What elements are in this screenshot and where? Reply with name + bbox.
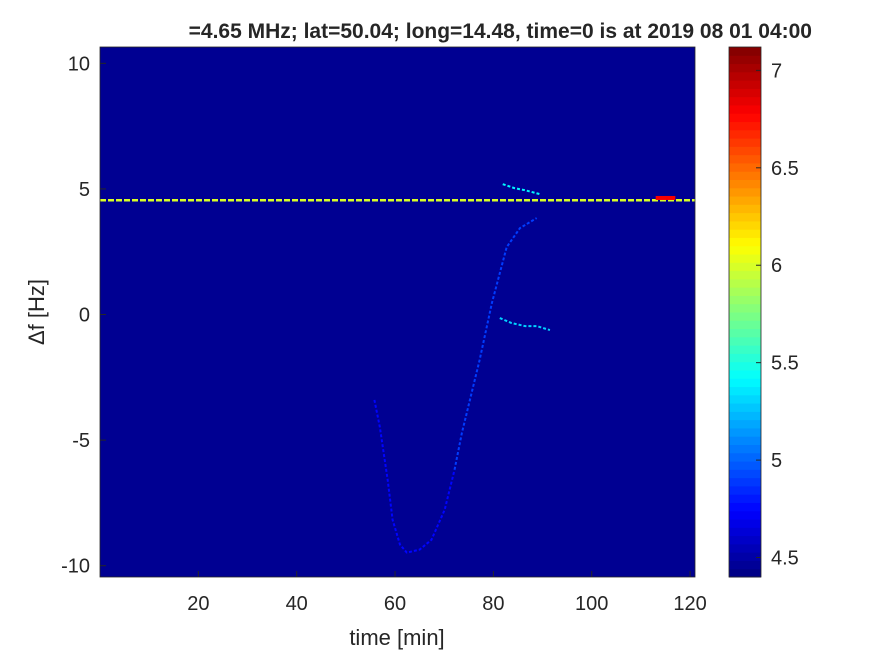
colorbar-swatch — [729, 560, 761, 570]
x-tick-label: 20 — [187, 593, 209, 615]
colorbar-swatch — [729, 154, 761, 164]
y-tick-label: -5 — [72, 430, 90, 452]
colorbar-swatch — [729, 270, 761, 280]
colorbar-swatch — [729, 71, 761, 81]
colorbar-swatch — [729, 386, 761, 396]
colorbar-swatch — [729, 113, 761, 123]
colorbar-tick-label: 6 — [771, 255, 782, 277]
doppler-trace-2 — [502, 183, 541, 196]
colorbar-swatch — [729, 345, 761, 354]
colorbar-swatch — [729, 312, 761, 321]
colorbar-swatch — [729, 121, 761, 131]
colorbar-swatch — [729, 543, 761, 553]
colorbar-swatch — [729, 287, 761, 296]
colorbar-swatch — [729, 502, 761, 512]
colorbar-tick-label: 5 — [771, 450, 782, 472]
colorbar-swatch — [729, 361, 761, 371]
colorbar-tick-label: 5.5 — [771, 353, 799, 375]
x-tick-label: 80 — [482, 593, 504, 615]
colorbar-swatch — [729, 204, 761, 214]
colorbar-swatch — [729, 237, 761, 247]
colorbar-swatch — [729, 411, 761, 421]
colorbar-tick-label: 6.5 — [771, 158, 799, 180]
colorbar-swatch — [729, 187, 761, 197]
colorbar-swatch — [729, 552, 761, 561]
colorbar-swatch — [729, 394, 761, 404]
colorbar-swatch — [729, 55, 761, 65]
doppler-trace-5 — [373, 399, 456, 554]
colorbar-swatch — [729, 378, 761, 388]
x-tick-label: 120 — [673, 593, 706, 615]
colorbar-swatch — [729, 403, 761, 412]
y-axis: -10 -5 0 5 10 — [61, 53, 106, 578]
colorbar-swatch — [729, 510, 761, 520]
colorbar-swatch — [729, 568, 761, 578]
colorbar: 4.5 5 5.5 6 6.5 7 — [728, 46, 799, 578]
colorbar-swatch — [729, 494, 761, 503]
colorbar-swatch — [729, 527, 761, 537]
x-tick-label: 60 — [384, 593, 406, 615]
colorbar-swatch — [729, 254, 761, 263]
colorbar-swatch — [729, 262, 761, 272]
colorbar-swatch — [729, 63, 761, 73]
colorbar-swatch — [729, 171, 761, 180]
colorbar-swatch — [729, 278, 761, 288]
colorbar-swatch — [729, 162, 761, 172]
colorbar-swatch — [729, 452, 761, 462]
colorbar-swatch — [729, 295, 761, 305]
colorbar-swatch — [729, 444, 761, 454]
colorbar-swatch — [729, 179, 761, 189]
heatmap-background — [100, 47, 695, 577]
colorbar-swatch — [729, 519, 761, 528]
colorbar-swatch — [729, 88, 761, 98]
doppler-trace-4 — [453, 217, 538, 470]
colorbar-swatch — [729, 129, 761, 139]
x-axis-label: time [min] — [349, 625, 444, 650]
colorbar-border — [728, 46, 762, 578]
chart-title: =4.65 MHz; lat=50.04; long=14.48, time=0… — [189, 20, 812, 43]
x-tick-label: 40 — [286, 593, 308, 615]
colorbar-swatch — [729, 138, 761, 147]
y-tick-label: 0 — [79, 305, 90, 327]
colorbar-swatch — [729, 96, 761, 106]
colorbar-swatch — [729, 47, 761, 56]
colorbar-swatch — [729, 461, 761, 470]
colorbar-swatch — [729, 427, 761, 437]
colorbar-swatch — [729, 477, 761, 487]
colorbar-swatch — [729, 303, 761, 313]
colorbar-swatch — [729, 229, 761, 238]
y-tick-label: 5 — [79, 179, 90, 201]
colorbar-swatch — [729, 146, 761, 156]
colorbar-swatch — [729, 535, 761, 545]
signal-blob — [655, 195, 676, 200]
colorbar-swatch — [729, 320, 761, 330]
colorbar-tick-label: 7 — [771, 60, 782, 82]
y-axis-label: Δf [Hz] — [24, 279, 49, 345]
colorbar-swatch — [729, 419, 761, 429]
plot-border — [99, 46, 696, 578]
colorbar-tick-label: 4.5 — [771, 548, 799, 570]
colorbar-swatch — [729, 436, 761, 445]
colorbar-swatch — [729, 469, 761, 479]
colorbar-swatch — [729, 212, 761, 222]
colorbar-swatch — [729, 353, 761, 363]
doppler-trace-3 — [499, 317, 551, 332]
colorbar-swatch — [729, 336, 761, 346]
colorbar-swatch — [729, 328, 761, 338]
x-axis: 20 40 60 80 100 120 — [187, 571, 707, 615]
y-tick-label: 10 — [68, 53, 90, 75]
colorbar-swatch — [729, 196, 761, 205]
colorbar-swatch — [729, 104, 761, 114]
colorbar-swatch — [729, 485, 761, 495]
x-tick-label: 100 — [575, 593, 608, 615]
plot-area — [99, 46, 696, 578]
colorbar-swatch — [729, 80, 761, 89]
colorbar-swatch — [729, 245, 761, 255]
colorbar-swatch — [729, 369, 761, 379]
y-tick-label: -10 — [61, 556, 90, 578]
colorbar-swatch — [729, 220, 761, 230]
